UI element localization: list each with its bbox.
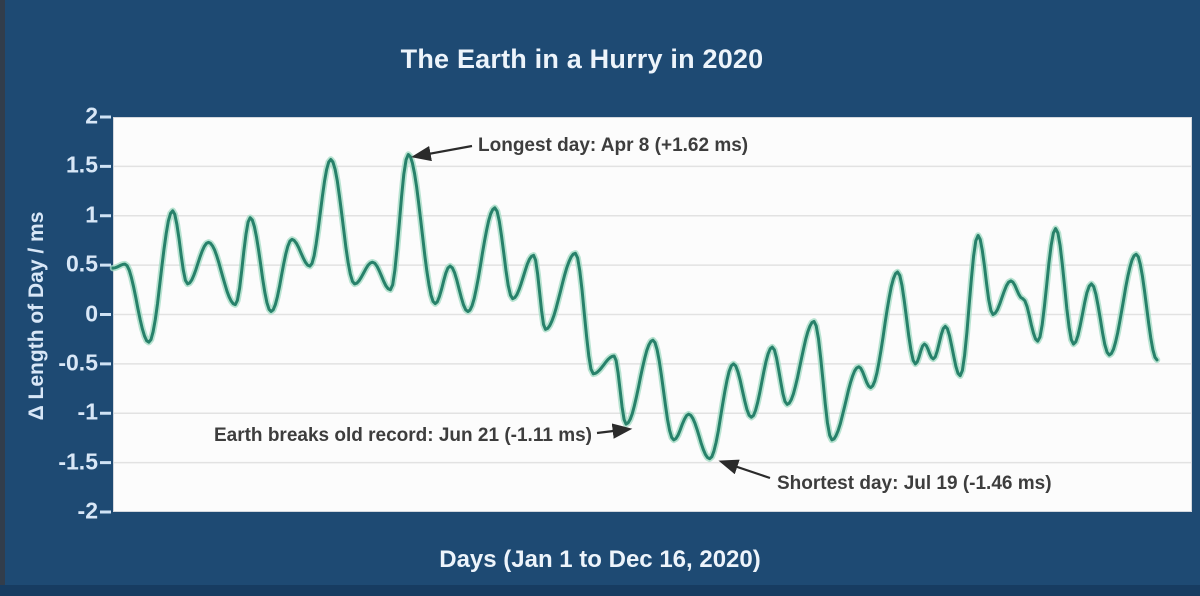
y-tick-label: 1 xyxy=(85,201,98,228)
y-tick-label: -1 xyxy=(77,398,98,425)
y-tick-label: -0.5 xyxy=(58,349,98,376)
y-tick-label: 1.5 xyxy=(66,151,98,178)
x-axis-label: Days (Jan 1 to Dec 16, 2020) xyxy=(439,546,761,573)
annotation-arrow xyxy=(411,144,473,162)
annotation-shortest-day: Shortest day: Jul 19 (-1.46 ms) xyxy=(777,473,1052,494)
y-tick-label: 2 xyxy=(85,102,98,129)
annotation-arrow xyxy=(718,459,771,480)
line-series-delta-length-of-day xyxy=(111,153,1159,461)
y-tick-label: 0 xyxy=(85,299,98,326)
y-tick-label: 0.5 xyxy=(66,250,98,277)
annotation-longest-day: Longest day: Apr 8 (+1.62 ms) xyxy=(478,135,749,156)
y-tick-label: -2 xyxy=(77,497,98,524)
y-tick-label: -1.5 xyxy=(58,448,98,475)
annotation-arrow xyxy=(596,423,633,439)
annotation-record-break: Earth breaks old record: Jun 21 (-1.11 m… xyxy=(213,425,592,446)
chart-title: The Earth in a Hurry in 2020 xyxy=(400,44,764,74)
bottom-edge-band xyxy=(0,585,1200,596)
left-edge-band xyxy=(0,0,5,596)
